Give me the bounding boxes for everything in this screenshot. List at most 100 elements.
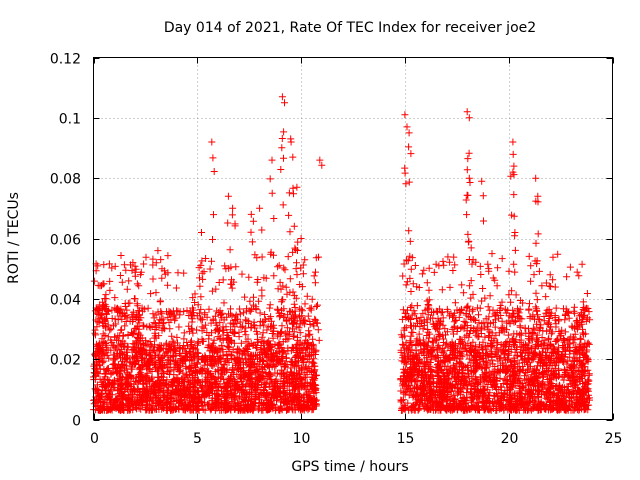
data-point: [301, 373, 309, 381]
data-point: [93, 323, 101, 331]
data-point: [433, 346, 441, 354]
data-point: [496, 361, 504, 369]
data-point: [424, 346, 432, 354]
data-point: [158, 370, 166, 378]
data-point: [454, 325, 462, 333]
data-point: [225, 359, 233, 366]
data-point: [525, 305, 533, 313]
data-point: [116, 272, 124, 279]
data-point: [469, 290, 477, 298]
data-point: [536, 316, 544, 324]
data-point: [139, 354, 147, 362]
data-point: [170, 376, 178, 384]
data-point: [290, 300, 298, 308]
data-point: [235, 333, 243, 341]
data-point: [300, 400, 308, 408]
data-point: [294, 336, 302, 344]
data-point: [193, 326, 201, 334]
data-point: [572, 401, 580, 409]
data-point: [202, 255, 210, 262]
data-point: [274, 263, 282, 271]
data-point: [100, 357, 108, 365]
data-point: [487, 347, 495, 355]
data-point: [231, 316, 239, 323]
data-point: [269, 360, 277, 368]
data-point: [219, 364, 227, 372]
data-point: [441, 395, 449, 403]
data-point: [501, 350, 508, 358]
data-point: [232, 360, 239, 368]
data-point: [247, 363, 255, 371]
data-point: [424, 338, 432, 346]
data-point: [432, 383, 440, 391]
data-point: [438, 286, 446, 294]
data-point: [186, 348, 194, 355]
data-point: [463, 372, 471, 380]
data-point: [221, 262, 229, 270]
data-point: [281, 363, 288, 370]
data-point: [582, 352, 590, 360]
data-point: [188, 318, 196, 326]
data-point: [551, 283, 559, 291]
data-point: [424, 301, 432, 308]
data-point: [576, 334, 584, 342]
data-point: [137, 405, 145, 413]
data-point: [140, 386, 148, 394]
data-point: [194, 338, 202, 346]
data-point: [507, 345, 515, 353]
data-point: [403, 373, 411, 381]
data-point: [91, 365, 99, 373]
data-point: [450, 253, 458, 261]
data-point: [504, 356, 512, 364]
data-point: [96, 406, 104, 414]
data-point: [434, 361, 442, 368]
data-point: [492, 331, 500, 339]
data-point: [110, 343, 118, 351]
data-point: [122, 362, 130, 370]
data-point: [175, 363, 183, 371]
data-point: [161, 270, 169, 278]
data-point: [208, 379, 216, 387]
data-point: [228, 369, 236, 376]
data-point: [121, 322, 129, 330]
data-point: [538, 353, 546, 361]
data-point: [409, 280, 417, 288]
data-point: [253, 328, 261, 336]
data-point: [563, 360, 571, 368]
data-point: [132, 404, 140, 411]
data-point: [402, 324, 410, 332]
data-point: [186, 392, 193, 400]
data-point: [515, 388, 523, 396]
data-point: [108, 406, 116, 414]
data-point: [457, 349, 465, 357]
data-point: [95, 306, 103, 314]
data-point: [189, 406, 197, 414]
data-point: [476, 356, 484, 364]
data-point: [190, 352, 198, 360]
data-point: [203, 313, 211, 321]
data-point: [125, 405, 133, 413]
data-point: [215, 309, 223, 316]
data-point: [256, 376, 264, 384]
data-point: [529, 336, 537, 344]
data-point: [237, 378, 245, 385]
data-point: [278, 322, 286, 330]
data-point: [419, 340, 427, 348]
data-point: [261, 379, 269, 387]
data-point: [425, 334, 433, 342]
data-point: [546, 315, 554, 322]
data-point: [219, 391, 227, 398]
data-point: [418, 349, 426, 357]
data-point: [102, 390, 110, 398]
data-point: [510, 364, 518, 372]
data-point: [472, 331, 480, 339]
data-point: [128, 346, 136, 354]
data-point: [288, 343, 296, 351]
data-point: [117, 381, 125, 389]
data-point: [187, 376, 195, 384]
data-point: [453, 370, 461, 378]
data-point: [282, 283, 290, 291]
data-point: [489, 306, 497, 314]
data-point: [468, 348, 475, 356]
data-point: [413, 398, 420, 406]
